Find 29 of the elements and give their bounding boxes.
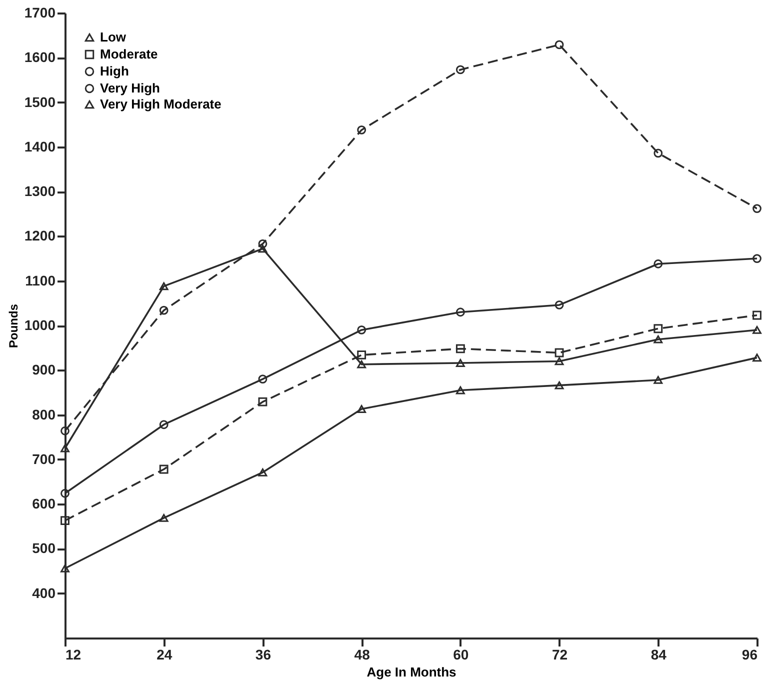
x-tick-label: 36 [255,646,272,662]
y-tick-label: 1000 [24,317,56,333]
y-tick-label: 1600 [24,49,56,66]
x-tick-label: 84 [650,646,667,662]
y-tick-label: 600 [32,496,56,512]
x-tick-label: 12 [66,646,82,662]
y-tick-label: 1100 [25,272,56,288]
y-tick-label: 500 [32,540,56,556]
legend-label: Very High [100,80,160,96]
legend-label: Low [100,30,127,44]
x-axis-title: Age In Months [366,664,456,680]
x-tick-label: 48 [354,646,370,662]
legend-label: Moderate [100,46,158,62]
y-tick-label: 1300 [24,183,56,200]
x-tick-label: 60 [453,646,469,662]
y-axis-title: Pounds [6,304,20,348]
x-tick-label: 72 [552,646,568,662]
y-tick-label: 900 [32,362,56,378]
legend-label: High [100,64,129,78]
x-tick-label: 24 [156,646,172,662]
y-tick-label: 1200 [24,228,56,244]
legend-label: Very High Moderate [100,96,222,112]
y-tick-label: 1500 [24,94,56,110]
y-tick-label: 1700 [24,4,56,20]
y-tick-label: 400 [32,584,56,601]
y-tick-label: 700 [32,450,56,467]
x-tick-label: 96 [742,646,758,662]
y-tick-label: 1400 [24,138,56,154]
y-tick-label: 800 [32,406,56,422]
